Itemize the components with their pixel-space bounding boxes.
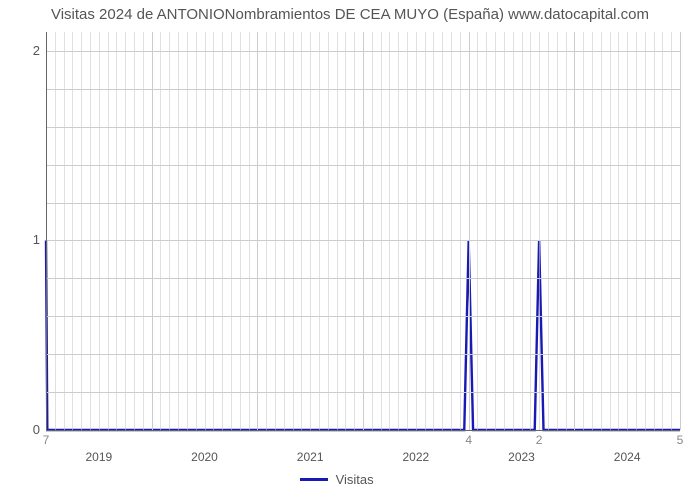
- gridline-v-minor: [266, 32, 267, 430]
- gridline-v-minor: [398, 32, 399, 430]
- gridline-v-minor: [55, 32, 56, 430]
- gridline-v-minor: [513, 32, 514, 430]
- x-tick-label: 2022: [386, 450, 446, 464]
- x-tick-label: 2021: [280, 450, 340, 464]
- gridline-v-minor: [451, 32, 452, 430]
- gridline-v-minor: [662, 32, 663, 430]
- x-tick-label: 2020: [175, 450, 235, 464]
- gridline-v-minor: [116, 32, 117, 430]
- gridline-v-minor: [442, 32, 443, 430]
- gridline-v: [574, 32, 575, 430]
- gridline-v-minor: [627, 32, 628, 430]
- gridline-v-minor: [566, 32, 567, 430]
- x-tick-label: 2023: [492, 450, 552, 464]
- x-tick-label: 2019: [69, 450, 129, 464]
- gridline-v-minor: [319, 32, 320, 430]
- chart-container: { "chart": { "type": "line", "title": "V…: [0, 0, 700, 500]
- gridline-v-minor: [557, 32, 558, 430]
- gridline-v: [680, 32, 681, 430]
- gridline-v-minor: [249, 32, 250, 430]
- gridline-v-minor: [125, 32, 126, 430]
- secondary-x-label: 2: [529, 433, 549, 447]
- gridline-v: [152, 32, 153, 430]
- gridline-v-minor: [592, 32, 593, 430]
- gridline-v-minor: [187, 32, 188, 430]
- gridline-v-minor: [425, 32, 426, 430]
- gridline-v-minor: [240, 32, 241, 430]
- gridline-v-minor: [160, 32, 161, 430]
- gridline-v-minor: [64, 32, 65, 430]
- gridline-v-minor: [460, 32, 461, 430]
- gridline-v-minor: [72, 32, 73, 430]
- gridline-v-minor: [205, 32, 206, 430]
- gridline-v-minor: [275, 32, 276, 430]
- legend-label: Visitas: [336, 472, 374, 487]
- y-tick-label: 2: [10, 43, 40, 58]
- gridline-v-minor: [610, 32, 611, 430]
- gridline-v: [257, 32, 258, 430]
- y-tick-label: 1: [10, 232, 40, 247]
- legend-swatch: [300, 478, 328, 481]
- gridline-v-minor: [601, 32, 602, 430]
- gridline-v-minor: [477, 32, 478, 430]
- gridline-v-minor: [495, 32, 496, 430]
- gridline-v-minor: [504, 32, 505, 430]
- gridline-v-minor: [645, 32, 646, 430]
- gridline-v-minor: [618, 32, 619, 430]
- x-axis-line: [46, 430, 680, 431]
- gridline-v-minor: [99, 32, 100, 430]
- gridline-v-minor: [196, 32, 197, 430]
- gridline-v-minor: [284, 32, 285, 430]
- chart-title: Visitas 2024 de ANTONIONombramientos DE …: [0, 6, 700, 23]
- gridline-v-minor: [389, 32, 390, 430]
- gridline-v-minor: [354, 32, 355, 430]
- gridline-v-minor: [178, 32, 179, 430]
- gridline-v-minor: [90, 32, 91, 430]
- gridline-v-minor: [636, 32, 637, 430]
- gridline-v: [469, 32, 470, 430]
- gridline-v-minor: [301, 32, 302, 430]
- gridline-v-minor: [539, 32, 540, 430]
- gridline-v-minor: [583, 32, 584, 430]
- gridline-v-minor: [222, 32, 223, 430]
- gridline-v-minor: [293, 32, 294, 430]
- plot-area: [46, 32, 680, 430]
- secondary-x-label: 5: [670, 433, 690, 447]
- x-tick-label: 2024: [597, 450, 657, 464]
- gridline-v-minor: [81, 32, 82, 430]
- gridline-v-minor: [433, 32, 434, 430]
- gridline-v-minor: [345, 32, 346, 430]
- gridline-v-minor: [328, 32, 329, 430]
- y-axis-line: [46, 32, 47, 430]
- gridline-v-minor: [108, 32, 109, 430]
- gridline-v-minor: [671, 32, 672, 430]
- gridline-v-minor: [407, 32, 408, 430]
- gridline-v-minor: [337, 32, 338, 430]
- gridline-v-minor: [548, 32, 549, 430]
- gridline-v-minor: [381, 32, 382, 430]
- gridline-v-minor: [416, 32, 417, 430]
- gridline-v-minor: [654, 32, 655, 430]
- secondary-x-label: 7: [36, 433, 56, 447]
- secondary-x-label: 4: [459, 433, 479, 447]
- gridline-v-minor: [134, 32, 135, 430]
- gridline-v-minor: [310, 32, 311, 430]
- gridline-v-minor: [213, 32, 214, 430]
- gridline-v-minor: [143, 32, 144, 430]
- gridline-v: [363, 32, 364, 430]
- gridline-v-minor: [169, 32, 170, 430]
- gridline-v-minor: [486, 32, 487, 430]
- gridline-v-minor: [372, 32, 373, 430]
- gridline-v-minor: [522, 32, 523, 430]
- gridline-v-minor: [231, 32, 232, 430]
- gridline-v-minor: [530, 32, 531, 430]
- legend: Visitas: [300, 472, 374, 487]
